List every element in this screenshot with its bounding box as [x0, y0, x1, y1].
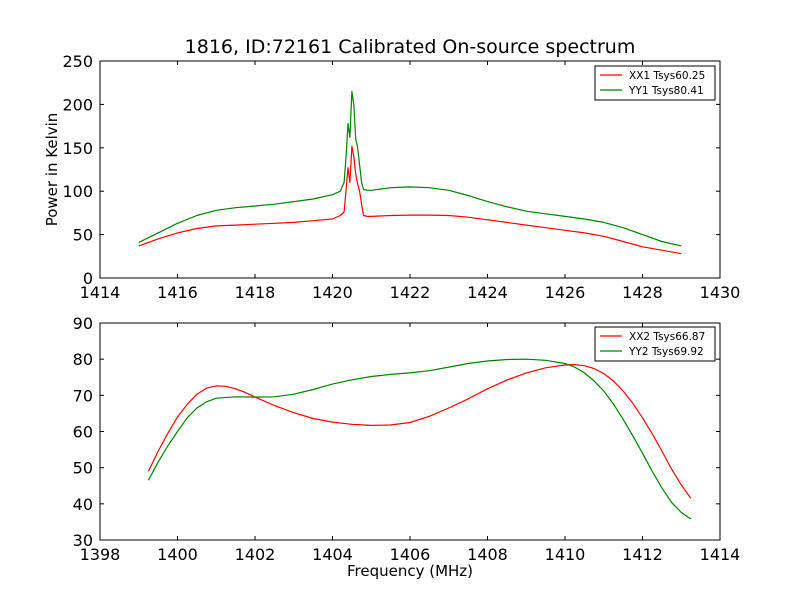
legend-entry: YY1 Tsys80.41 — [628, 85, 704, 97]
x-tick-label: 1414 — [700, 545, 741, 564]
y-tick-label: 0 — [83, 269, 93, 288]
plot-panel-2: 1398 1400 1402 1404 1406 1408 1410 1412 1414 30 40… — [73, 314, 741, 580]
chart-title: 1816, ID:72161 Calibrated On-source spec… — [185, 36, 636, 58]
legend-box — [594, 65, 716, 101]
y-tick-label: 250 — [62, 52, 93, 71]
series-line-1 — [147, 364, 692, 499]
x-tick-label: 1416 — [157, 283, 198, 302]
y-tick-label: 30 — [73, 531, 93, 550]
series-line-1 — [138, 145, 682, 255]
x-tick-label: 1428 — [622, 283, 663, 302]
x-tick-label: 1418 — [235, 283, 276, 302]
legend: XX2 Tsys66.87 YY2 Tsys69.92 — [594, 326, 716, 362]
x-tick-label: 1406 — [390, 545, 431, 564]
y-tick-label: 100 — [62, 182, 93, 201]
legend-entry: XX1 Tsys60.25 — [629, 70, 705, 82]
x-tick-label: 1408 — [467, 545, 508, 564]
x-tick-label: 1430 — [700, 283, 741, 302]
y-tick-label: 50 — [73, 226, 93, 245]
legend-entry: XX2 Tsys66.87 — [629, 331, 705, 343]
x-tick-label: 1398 — [80, 545, 121, 564]
x-tick-label: 1404 — [312, 545, 353, 564]
y-tick-label: 70 — [73, 386, 93, 405]
y-tick-label: 60 — [73, 423, 93, 442]
plot-panel-1: 1414 1416 1418 1420 1422 1424 1426 1428 1430 0 50 1… — [43, 52, 740, 302]
x-tick-label: 1412 — [622, 545, 663, 564]
series-line-2 — [138, 90, 682, 247]
y-tick-label: 40 — [73, 495, 93, 514]
legend-entry: YY2 Tsys69.92 — [628, 346, 704, 358]
y-tick-label: 200 — [62, 95, 93, 114]
x-axis-label: Frequency (MHz) — [347, 562, 473, 580]
y-tick-label: 150 — [62, 139, 93, 158]
x-tick-label: 1410 — [545, 545, 586, 564]
x-tick-label: 1426 — [545, 283, 586, 302]
y-tick-label: 80 — [73, 350, 93, 369]
legend: XX1 Tsys60.25 YY1 Tsys80.41 — [594, 65, 716, 101]
legend-box — [594, 326, 716, 362]
x-tick-label: 1422 — [390, 283, 431, 302]
series-line-2 — [147, 358, 692, 520]
x-tick-label: 1402 — [235, 545, 276, 564]
y-tick-label: 90 — [73, 314, 93, 333]
x-tick-label: 1400 — [157, 545, 198, 564]
x-tick-label: 1424 — [467, 283, 508, 302]
x-tick-label: 1414 — [80, 283, 121, 302]
y-axis-label: Power in Kelvin — [43, 113, 61, 227]
x-tick-label: 1420 — [312, 283, 353, 302]
y-tick-label: 50 — [73, 459, 93, 478]
